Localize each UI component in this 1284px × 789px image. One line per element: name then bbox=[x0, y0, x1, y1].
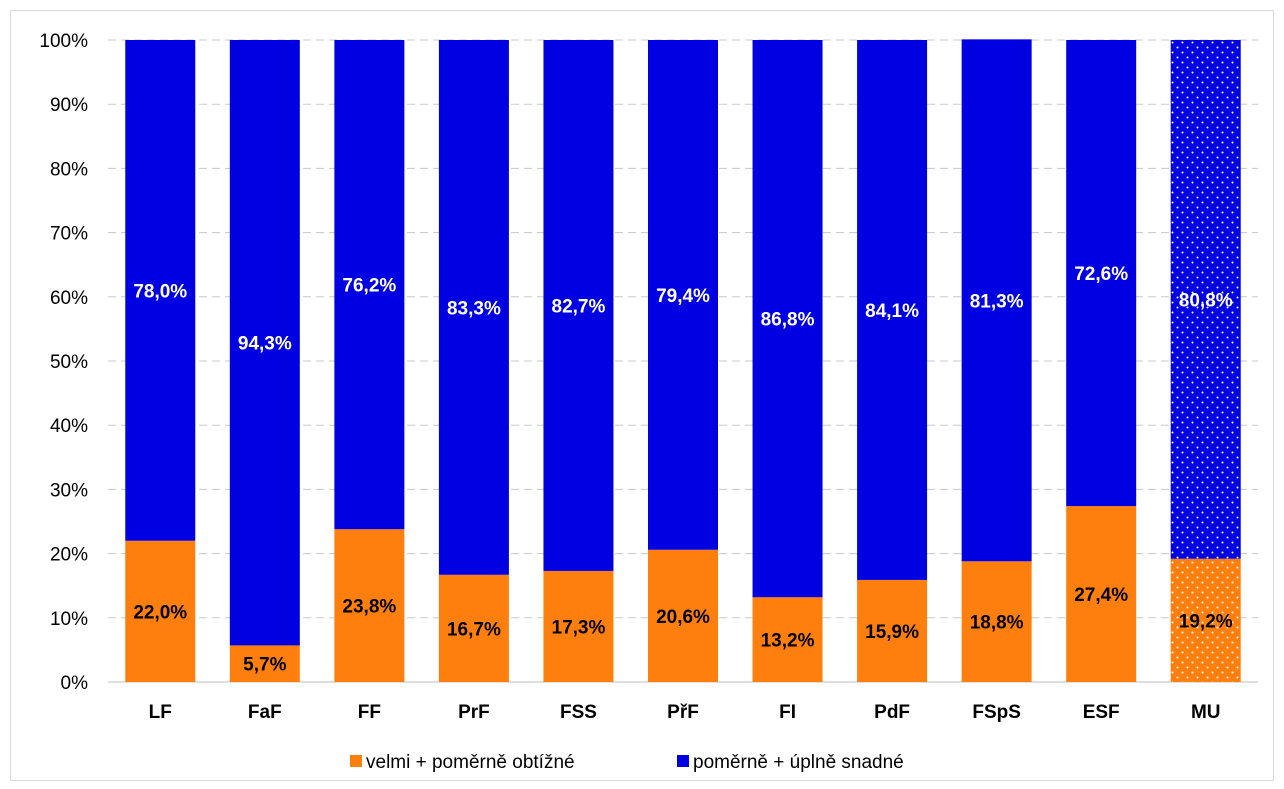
data-label-easy: 86,8% bbox=[761, 310, 815, 331]
y-tick-label: 90% bbox=[50, 95, 88, 116]
data-label-difficult: 23,8% bbox=[342, 597, 396, 618]
bar-segment-difficult bbox=[1066, 506, 1137, 682]
y-tick-label: 100% bbox=[39, 31, 88, 52]
y-tick-label: 30% bbox=[50, 480, 88, 501]
bar-segment-difficult bbox=[543, 570, 614, 682]
x-tick-label: FaF bbox=[248, 702, 282, 723]
x-tick-label: MU bbox=[1191, 702, 1221, 723]
data-label-easy: 83,3% bbox=[447, 298, 501, 319]
data-label-difficult: 18,8% bbox=[970, 613, 1024, 634]
data-label-easy: 84,1% bbox=[865, 301, 919, 322]
data-label-easy: 76,2% bbox=[342, 276, 396, 297]
y-tick-label: 70% bbox=[50, 224, 88, 245]
x-tick-label: PrF bbox=[458, 702, 490, 723]
data-label-easy: 80,8% bbox=[1179, 290, 1233, 311]
bar-segment-difficult bbox=[648, 549, 718, 682]
data-label-difficult: 22,0% bbox=[133, 602, 187, 623]
bar-segment-difficult bbox=[334, 529, 405, 682]
bar-segment-difficult bbox=[752, 597, 823, 682]
y-tick-label: 50% bbox=[50, 352, 88, 373]
legend-label: poměrně + úplně snadné bbox=[693, 752, 904, 773]
legend-label: velmi + poměrně obtížné bbox=[366, 752, 575, 773]
x-tick-label: FF bbox=[358, 702, 381, 723]
data-label-difficult: 16,7% bbox=[447, 619, 501, 640]
bar-segment-easy bbox=[438, 40, 509, 575]
y-tick-label: 40% bbox=[50, 416, 88, 437]
y-tick-label: 20% bbox=[50, 545, 88, 566]
bar-segment-easy bbox=[543, 40, 614, 571]
data-labels: 22,0% 78,0% 5,7% 94,3% 23,8% 76,2% 16,7% 83,3% 1… bbox=[133, 264, 1232, 676]
bar-segment-easy bbox=[857, 40, 928, 580]
y-tick-label: 0% bbox=[61, 673, 89, 694]
x-tick-label: FSS bbox=[560, 702, 597, 723]
bar-segment-easy bbox=[334, 40, 405, 530]
x-tick-label: LF bbox=[149, 702, 172, 723]
data-label-difficult: 17,3% bbox=[552, 617, 606, 638]
y-tick-label: 10% bbox=[50, 609, 88, 630]
data-label-difficult: 19,2% bbox=[1179, 611, 1233, 632]
data-label-easy: 72,6% bbox=[1074, 264, 1128, 285]
bar-segment-difficult bbox=[857, 579, 928, 682]
x-tick-label: FSpS bbox=[972, 702, 1021, 723]
bar-segment-easy bbox=[1066, 40, 1137, 507]
bar-segment-easy bbox=[125, 40, 196, 541]
bar-segment-difficult bbox=[961, 561, 1032, 682]
legend-swatch bbox=[350, 755, 362, 767]
legend: velmi + poměrně obtížné poměrně + úplně s… bbox=[350, 752, 904, 773]
data-label-difficult: 27,4% bbox=[1074, 585, 1128, 606]
bar-segment-easy bbox=[752, 40, 823, 598]
bar-segment-difficult bbox=[1170, 558, 1241, 682]
data-label-easy: 94,3% bbox=[238, 334, 292, 355]
x-tick-label: PřF bbox=[667, 702, 699, 723]
chart-frame bbox=[10, 10, 1274, 781]
data-label-difficult: 15,9% bbox=[865, 622, 919, 643]
bar-segment-easy bbox=[229, 40, 300, 646]
x-tick-label: FI bbox=[779, 702, 796, 723]
bar-segment-difficult bbox=[229, 645, 300, 682]
bar-segment-difficult bbox=[125, 540, 196, 682]
legend-swatch bbox=[677, 755, 689, 767]
bar-segment-easy bbox=[1170, 40, 1241, 559]
x-axis: LF FaF FF PrF FSS PřF FI PdF FSpS ESF MU bbox=[149, 702, 1221, 723]
bars bbox=[125, 39, 1241, 682]
x-tick-label: PdF bbox=[874, 702, 910, 723]
x-tick-label: ESF bbox=[1083, 702, 1120, 723]
y-tick-label: 60% bbox=[50, 288, 88, 309]
y-tick-label: 80% bbox=[50, 159, 88, 180]
bar-segment-easy bbox=[648, 40, 718, 550]
data-label-difficult: 13,2% bbox=[761, 631, 815, 652]
data-label-difficult: 20,6% bbox=[656, 607, 710, 628]
bar-segment-easy bbox=[961, 39, 1032, 562]
data-label-easy: 81,3% bbox=[970, 291, 1024, 312]
bar-segment-difficult bbox=[438, 574, 509, 682]
data-label-easy: 82,7% bbox=[552, 296, 606, 317]
data-label-easy: 78,0% bbox=[133, 281, 187, 302]
data-label-difficult: 5,7% bbox=[243, 655, 286, 676]
data-label-easy: 79,4% bbox=[656, 286, 710, 307]
